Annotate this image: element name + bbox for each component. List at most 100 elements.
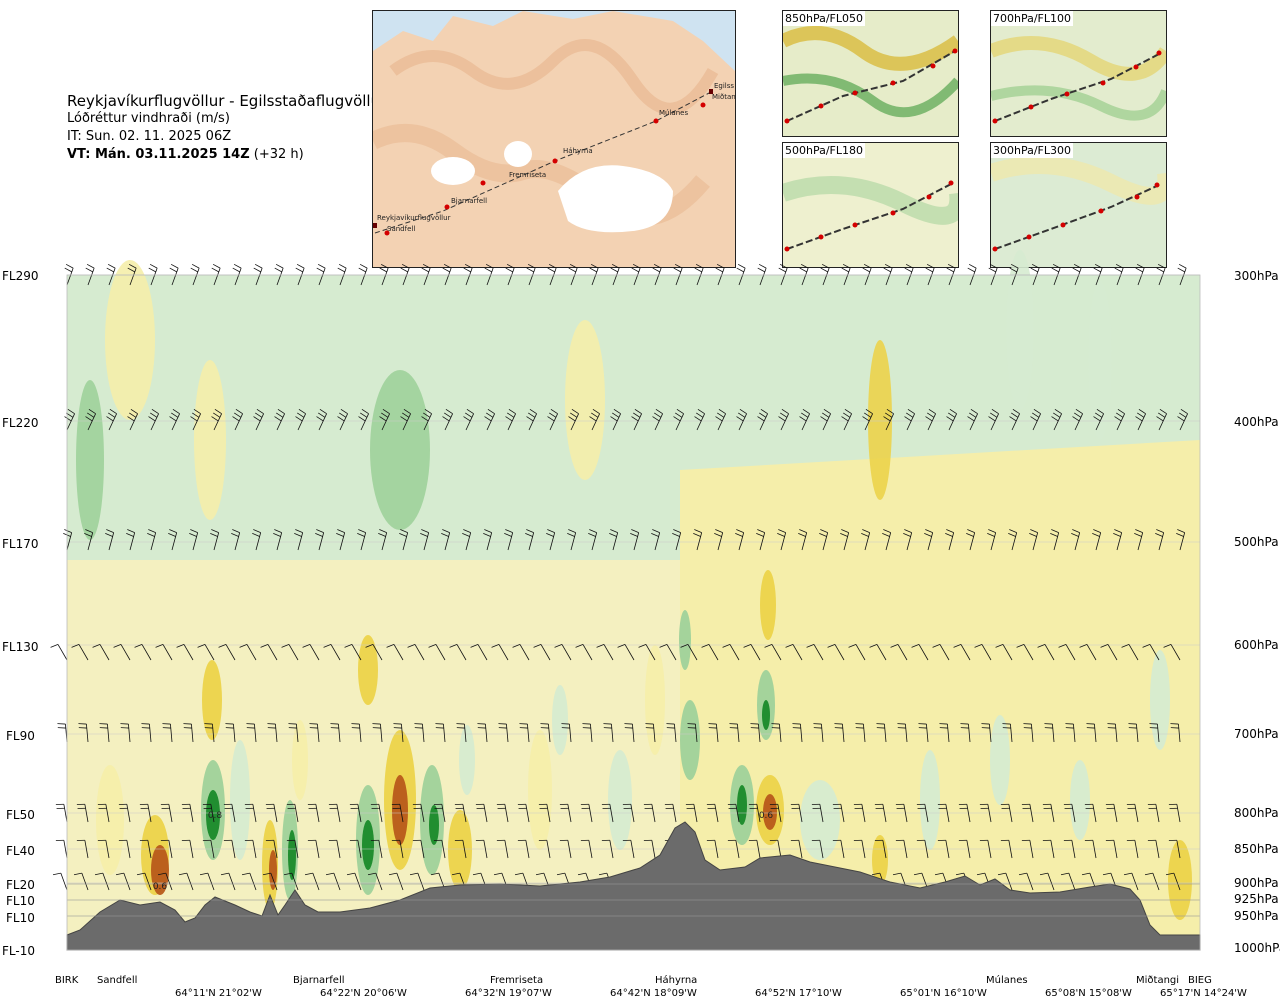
- wind-barb: [1147, 803, 1160, 823]
- route-waypoints: [992, 182, 1160, 252]
- wind-barb: [231, 529, 241, 551]
- wind-barb: [890, 644, 908, 661]
- wind-barb: [498, 723, 509, 743]
- wind-barb-flag: [1051, 267, 1059, 273]
- wind-barb-shaft: [905, 724, 908, 743]
- wind-barb-shaft: [1176, 804, 1181, 823]
- wind-barb-flag: [361, 408, 369, 415]
- field-cell: [151, 845, 169, 895]
- wind-barb: [750, 723, 761, 743]
- wind-barb: [286, 839, 299, 859]
- wind-barb-flag: [610, 267, 618, 273]
- wind-barb-flag: [1039, 872, 1048, 876]
- max-value-marker: 0.6: [153, 882, 168, 892]
- wind-barb-flag: [526, 267, 534, 273]
- wind-barb: [559, 803, 572, 823]
- wind-barb-shaft: [759, 532, 766, 551]
- wind-barb: [370, 803, 383, 823]
- wind-barb-flag: [821, 263, 830, 269]
- wind-barb-flag: [1179, 412, 1187, 418]
- wind-barb-shaft: [483, 840, 488, 859]
- hpa-label: 800hPa: [1234, 806, 1279, 820]
- wind-barb-shaft: [675, 532, 682, 551]
- wind-barb: [643, 803, 656, 823]
- wind-barb: [94, 872, 110, 891]
- wind-barb: [367, 872, 383, 891]
- wind-barb-flag: [946, 416, 954, 422]
- wind-barb-shaft: [947, 724, 950, 743]
- wind-barb-flag: [928, 408, 936, 415]
- wind-barb: [160, 839, 173, 859]
- wind-barb-flag: [949, 408, 957, 415]
- wind-barb: [428, 644, 446, 661]
- wind-barb-shaft: [129, 413, 138, 431]
- wind-barb-shaft: [843, 532, 850, 551]
- wind-barb-shaft: [423, 267, 431, 286]
- wind-barb-shaft: [717, 532, 724, 551]
- wind-barb-flag: [493, 872, 502, 876]
- waypoint-label: BIEG: [1188, 975, 1212, 986]
- wind-barb-shaft: [758, 724, 761, 743]
- field-cell: [1070, 760, 1090, 840]
- wind-barb-flag: [420, 532, 428, 537]
- wind-barb: [1093, 408, 1104, 431]
- wind-barb: [517, 803, 530, 823]
- chart-frame: [66, 274, 1201, 951]
- wind-barb-flag: [760, 408, 768, 415]
- wind-barb-shaft: [102, 872, 110, 891]
- wind-barb-shaft: [861, 804, 866, 823]
- wind-barb-shaft: [819, 840, 824, 859]
- wind-barb-flag: [589, 267, 597, 273]
- wind-barb-shaft: [906, 532, 913, 551]
- wind-barb-flag: [988, 529, 996, 533]
- wind-barb-shaft: [1116, 413, 1125, 431]
- wind-barb-flag: [1071, 532, 1079, 537]
- fl-label: FL170: [2, 537, 39, 551]
- wind-barb-flag: [336, 532, 344, 537]
- wind-barb-shaft: [108, 532, 115, 551]
- wind-barb-flag: [1075, 408, 1083, 415]
- wind-barb-flag: [1113, 532, 1121, 537]
- wind-barb: [841, 263, 851, 286]
- hpa-label: 850hPa: [1234, 842, 1279, 856]
- wind-barb-flag: [400, 267, 408, 273]
- field-cell: [1150, 650, 1170, 750]
- fl-label: FL220: [2, 416, 39, 430]
- wind-barb: [979, 803, 992, 823]
- wind-barb-shaft: [855, 644, 866, 661]
- wind-barb-shaft: [1008, 840, 1013, 859]
- level-map-label: 500hPa/FL180: [783, 143, 866, 158]
- fl-label: FL50: [6, 808, 35, 822]
- wind-barb-flag: [168, 532, 176, 537]
- wind-barb-shaft: [504, 804, 509, 823]
- wind-barb-flag: [990, 412, 998, 418]
- wind-barb-flag: [94, 872, 103, 876]
- wind-barb-flag: [736, 416, 744, 422]
- wind-barb-flag: [297, 412, 305, 418]
- wind-barb-shaft: [525, 804, 530, 823]
- wind-barb-flag: [1137, 412, 1145, 418]
- wind-barb: [273, 529, 283, 551]
- wind-barb-shaft: [570, 267, 578, 286]
- field-cell: [760, 570, 776, 640]
- wind-barb-shaft: [291, 872, 299, 891]
- wind-barb-flag: [357, 532, 365, 537]
- wind-barb-shaft: [687, 644, 698, 661]
- wind-barb-shaft: [147, 804, 152, 823]
- wind-barb-flag: [1094, 263, 1103, 269]
- wind-barb: [855, 723, 866, 743]
- wind-barb: [316, 263, 326, 286]
- wind-barb-flag: [1037, 644, 1046, 648]
- wind-barb-shaft: [960, 644, 971, 661]
- wind-barb-flag: [995, 644, 1004, 648]
- wind-barb-flag: [967, 267, 975, 273]
- wind-barb-flag: [84, 532, 92, 537]
- wind-barb-shaft: [842, 724, 845, 743]
- fl-label: FL290: [2, 269, 39, 283]
- wind-barb-flag: [904, 529, 912, 533]
- wind-barb: [1021, 839, 1034, 859]
- map-label-sandfell: Sandfell: [387, 225, 415, 233]
- wind-barb-shaft: [399, 804, 404, 823]
- lower-mixed-region: [67, 560, 680, 950]
- wind-barb-flag: [953, 644, 962, 648]
